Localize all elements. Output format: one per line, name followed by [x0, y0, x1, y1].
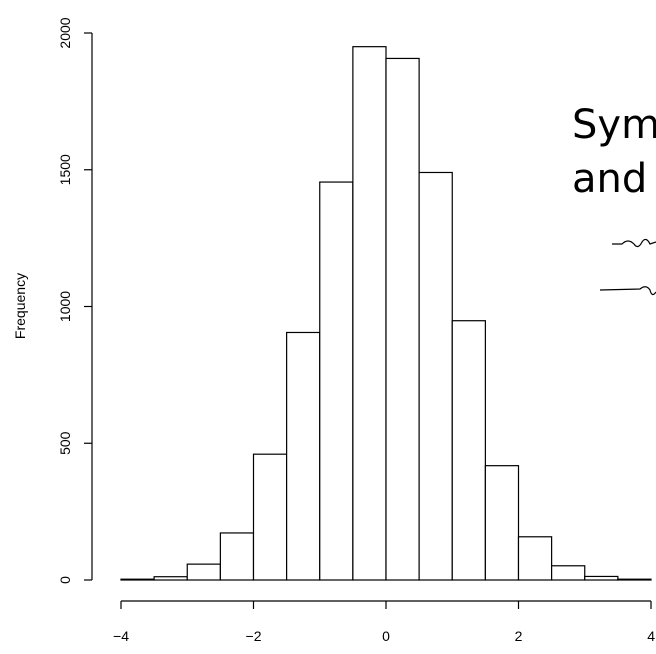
histogram-bar	[120, 578, 155, 581]
y-axis-label: Frequency	[12, 273, 28, 339]
histogram-bar	[153, 576, 188, 581]
x-axis: −4 −2 0 2 4	[113, 600, 655, 644]
histogram-bar	[617, 578, 652, 581]
histogram-bar	[286, 331, 321, 581]
histogram-bar	[484, 465, 520, 581]
histogram-bar	[451, 320, 486, 581]
histogram-bar	[517, 536, 553, 581]
overlay-heading-line1: Sym	[572, 102, 656, 148]
y-tick-label: 1500	[57, 154, 73, 185]
y-axis: 0 500 1000 1500 2000	[57, 17, 93, 584]
x-tick-label: −4	[113, 628, 129, 644]
histogram-bar	[418, 171, 453, 581]
histogram-bars	[120, 46, 652, 581]
histogram-bar	[385, 57, 420, 581]
histogram-bar	[352, 46, 387, 581]
y-tick-label: 0	[57, 576, 73, 584]
histogram-bar	[219, 532, 255, 581]
x-tick-label: 0	[382, 628, 390, 644]
histogram-bar	[186, 563, 221, 581]
histogram-bar	[252, 453, 288, 581]
histogram-bar	[584, 575, 619, 581]
y-tick-label: 2000	[57, 17, 73, 48]
handwritten-annotation	[599, 238, 656, 296]
overlay-heading-line2: and	[572, 156, 647, 202]
histogram-bar	[551, 565, 586, 581]
x-tick-label: 4	[647, 628, 655, 644]
x-tick-label: 2	[515, 628, 523, 644]
y-tick-label: 500	[57, 431, 73, 455]
histogram-bar	[319, 181, 354, 581]
y-tick-label: 1000	[57, 291, 73, 322]
x-tick-label: −2	[246, 628, 262, 644]
